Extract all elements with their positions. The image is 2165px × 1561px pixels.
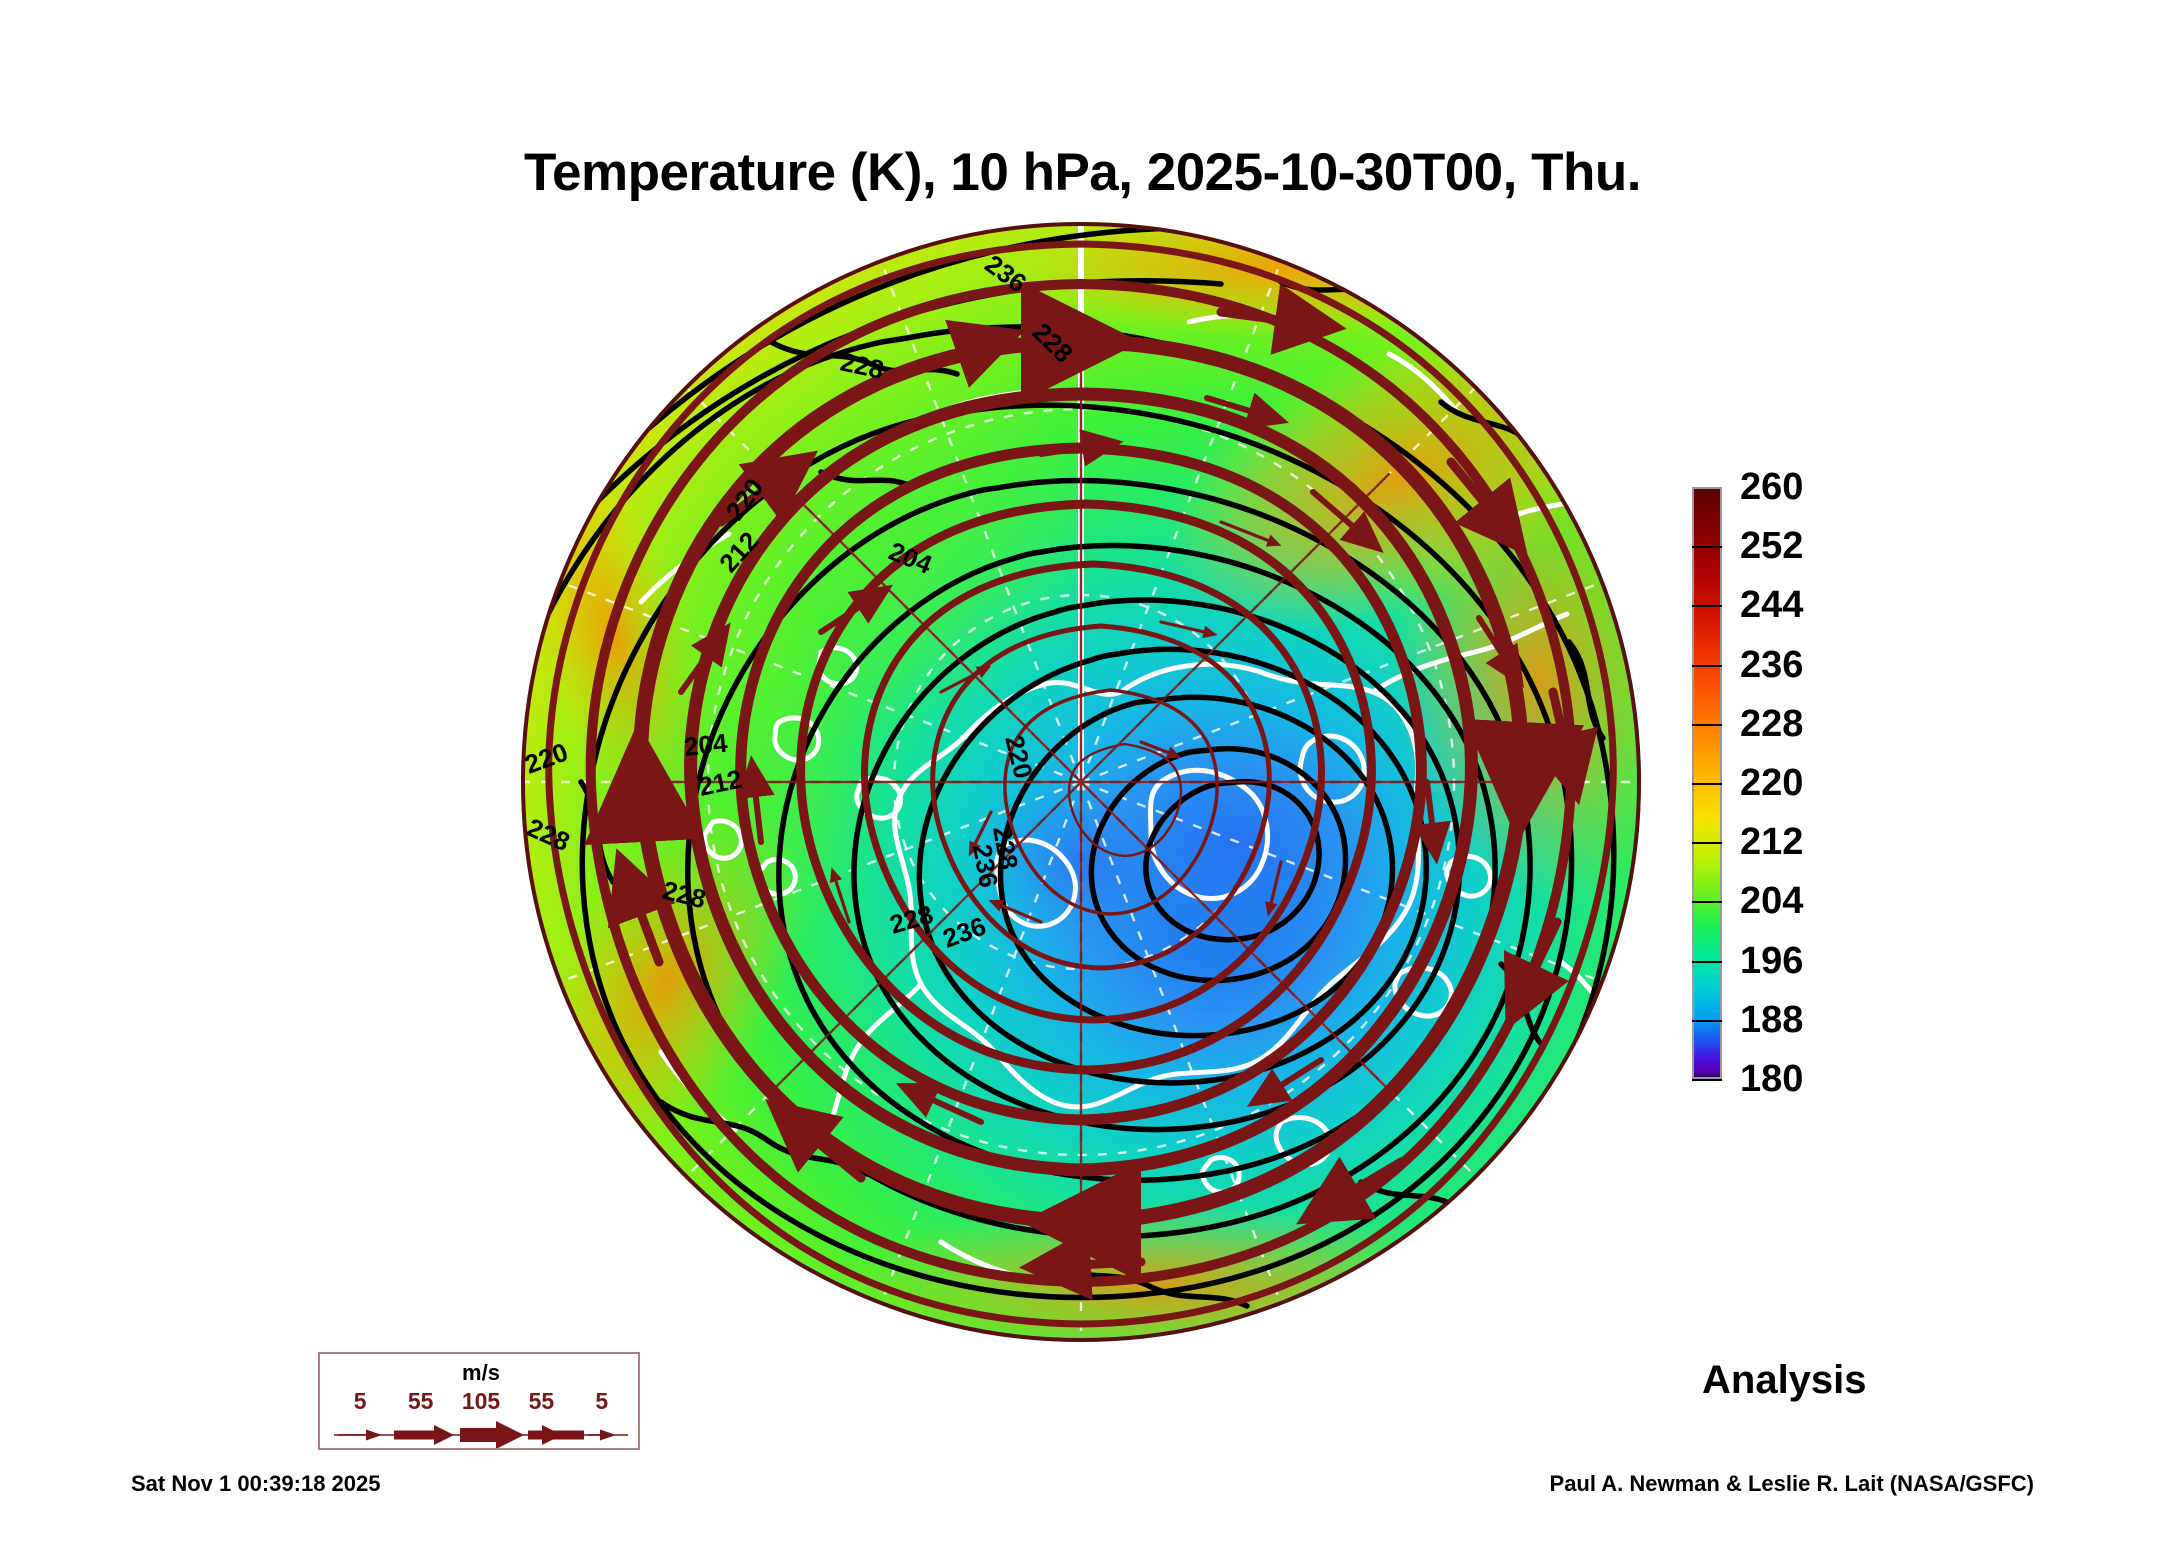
colorbar-label-204: 204 xyxy=(1740,880,1804,923)
colorbar-label-228: 228 xyxy=(1740,702,1804,745)
wind-value-4: 5 xyxy=(595,1388,609,1414)
svg-text:228: 228 xyxy=(642,269,692,322)
map-border xyxy=(521,222,1641,1342)
analysis-label: Analysis xyxy=(1702,1358,1867,1402)
svg-text:236: 236 xyxy=(967,842,1004,890)
author-credits: Paul A. Newman & Leslie R. Lait (NASA/GS… xyxy=(1549,1471,2034,1496)
wind-streamlines xyxy=(545,240,1617,1328)
colorbar-tick-180 xyxy=(1692,1079,1722,1081)
generation-timestamp: Sat Nov 1 00:39:18 2025 xyxy=(131,1471,381,1496)
svg-text:236: 236 xyxy=(709,222,762,251)
map-content: 236 236 228 236 228 228 236 228 220 220 … xyxy=(521,222,1641,1342)
wind-value-labels: 5 55 105 55 5 xyxy=(330,1388,632,1415)
wind-value-1: 55 xyxy=(407,1388,434,1414)
colorbar-label-212: 212 xyxy=(1740,821,1804,864)
wind-value-0: 5 xyxy=(353,1388,367,1414)
svg-text:228: 228 xyxy=(521,425,527,476)
colorbar-label-260: 260 xyxy=(1740,466,1804,508)
colorbar-label-236: 236 xyxy=(1740,643,1804,686)
colorbar-label-188: 188 xyxy=(1740,998,1804,1041)
colorbar-label-180: 180 xyxy=(1740,1058,1804,1100)
wind-speed-legend[interactable]: m/s 5 55 105 55 5 xyxy=(318,1352,640,1450)
svg-text:236: 236 xyxy=(837,222,888,264)
wind-unit-label: m/s xyxy=(462,1360,500,1385)
colorbar-label-196: 196 xyxy=(1740,939,1804,982)
colorbar-label-244: 244 xyxy=(1740,584,1804,627)
colorbar-gradient xyxy=(1692,487,1722,1079)
svg-text:228: 228 xyxy=(987,824,1024,872)
colorbar-label-252: 252 xyxy=(1740,525,1804,568)
wind-value-3: 55 xyxy=(528,1388,555,1414)
svg-text:204: 204 xyxy=(682,728,729,762)
map-svg: 236 236 228 236 228 228 236 228 220 220 … xyxy=(521,222,1641,1342)
page-title: Temperature (K), 10 hPa, 2025-10-30T00, … xyxy=(524,143,1641,202)
polar-temperature-map[interactable]: 236 236 228 236 228 228 236 228 220 220 … xyxy=(521,222,1642,1343)
colorbar-label-220: 220 xyxy=(1740,762,1804,804)
wind-value-2: 105 xyxy=(461,1388,501,1414)
colorbar[interactable]: 260 252 244 236 228 220 212 204 196 188 180 xyxy=(1692,468,2092,1098)
wind-arrow-scale xyxy=(334,1421,628,1448)
svg-text:220: 220 xyxy=(521,477,530,526)
